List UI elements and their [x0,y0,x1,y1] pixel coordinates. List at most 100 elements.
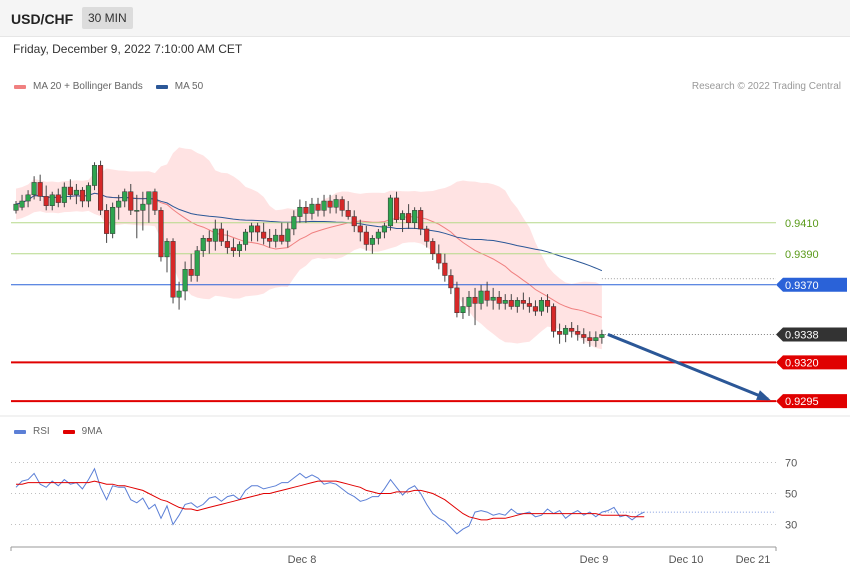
price-tag [776,327,847,342]
candle-down [448,275,454,289]
candle-down [406,213,412,224]
candle-up [297,206,303,217]
candle-up [164,241,170,258]
candle-up [13,203,19,211]
candle-down [267,238,273,242]
price-label: 0.9410 [785,218,819,230]
candle-down [345,210,351,217]
x-tick-label: Dec 9 [580,554,609,566]
candle-up [91,165,98,186]
candle-up [49,194,55,206]
candle-down [532,306,538,312]
candle-down [484,290,490,301]
candle-down [279,234,285,242]
candle-up [514,300,520,307]
chart-header: USD/CHF 30 MIN [0,0,850,37]
rsi-tick-label: 30 [785,520,797,532]
forecast-arrow [607,333,769,401]
candle-down [393,197,400,220]
candle-up [387,197,394,227]
candle-down [188,269,194,276]
candle-up [85,185,92,202]
candle-up [291,216,297,230]
forecast-arrowhead [756,390,771,401]
candle-down [37,182,43,197]
price-tag [776,277,847,292]
candle-down [544,300,551,307]
candle-up [182,269,188,292]
price-label: 0.9320 [785,357,819,369]
candle-up [381,225,387,233]
candle-up [236,244,243,251]
candle-down [430,241,436,255]
candle-down [104,210,110,234]
candle-up [400,213,406,220]
legend-swatch-ma50 [155,84,168,89]
candle-up [194,250,200,276]
candle-down [339,199,345,211]
candle-down [128,191,134,211]
price-label: 0.9338 [785,329,819,341]
candle-down [55,194,61,203]
chart-date: Friday, December 9, 2022 7:10:00 AM CET [13,42,243,56]
legend-swatch-ma20 [14,84,26,89]
candle-up [25,194,31,202]
candle-up [285,228,291,242]
candle-down [363,231,369,245]
candle-down [67,186,73,196]
candle-down [158,210,164,258]
candle-down [98,165,104,211]
candle-down [526,303,532,307]
candle-up [375,231,381,239]
candle-down [424,228,430,242]
candle-up [490,296,496,301]
rsi-tick-label: 50 [785,489,797,501]
candle-down [569,327,575,332]
timeframe-badge[interactable]: 30 MIN [82,7,133,29]
rsi-line [15,467,645,535]
candle-up [176,290,182,298]
candle-up [478,290,484,304]
ma50-line [15,192,603,272]
bollinger-band [16,147,602,350]
legend-label-ma20: MA 20 + Bollinger Bands [33,81,143,92]
candle-down [224,241,230,248]
legend-swatch-rsi [14,429,26,434]
price-label: 0.9390 [785,249,819,261]
candle-up [212,228,218,242]
price-label: 0.9295 [785,396,819,408]
legend-swatch-9ma [62,429,75,434]
candle-down [303,206,309,214]
candle-up [110,206,116,234]
rsi-tick-label: 70 [785,458,797,470]
candle-down [520,300,526,304]
candle-up [73,189,79,196]
candle-down [230,247,236,251]
candle-down [79,189,85,202]
candle-up [200,238,206,251]
candle-up [502,300,508,304]
price-tag [776,355,847,370]
candle-down [327,200,333,208]
candle-up [563,327,569,335]
candle-down [351,216,357,227]
candle-down [496,296,502,304]
candle-up [466,296,472,307]
candle-up [460,306,466,313]
candle-down [152,191,158,211]
candle-up [599,334,605,338]
price-tag [776,394,847,409]
candle-down [454,287,460,313]
candle-up [242,231,249,245]
candle-down [218,228,224,242]
candle-up [321,200,327,211]
candle-down [508,300,514,307]
x-tick-label: Dec 10 [669,554,704,566]
candle-down [357,225,363,233]
legend-rsi: RSI 9MA [14,426,102,437]
candle-up [140,203,146,211]
candle-up [593,337,599,341]
candle-down [418,210,424,230]
x-tick-label: Dec 8 [288,554,317,566]
